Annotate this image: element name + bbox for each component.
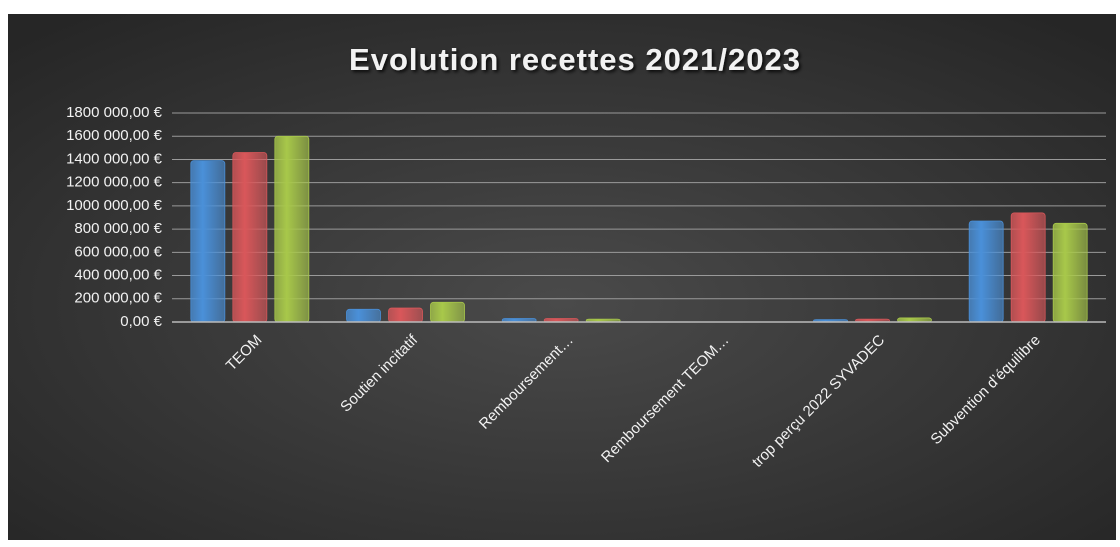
bar xyxy=(1052,222,1088,323)
y-tick-label: 0,00 € xyxy=(120,313,162,330)
background xyxy=(8,14,1116,540)
y-tick-label: 1600 000,00 € xyxy=(66,127,163,144)
bar xyxy=(232,152,268,323)
bar xyxy=(968,220,1004,323)
bar xyxy=(274,135,310,323)
y-tick-label: 1000 000,00 € xyxy=(66,197,163,214)
bar xyxy=(190,160,226,323)
y-tick-label: 1200 000,00 € xyxy=(66,174,163,191)
y-tick-label: 600 000,00 € xyxy=(74,243,162,260)
y-tick-label: 800 000,00 € xyxy=(74,220,162,237)
y-tick-label: 1800 000,00 € xyxy=(66,104,163,121)
y-tick-label: 400 000,00 € xyxy=(74,267,162,284)
bar xyxy=(430,301,465,323)
bar xyxy=(388,307,423,323)
bar xyxy=(1010,212,1046,323)
y-tick-label: 1400 000,00 € xyxy=(66,150,163,167)
chart-title: Evolution recettes 2021/2023 xyxy=(349,42,801,77)
y-tick-label: 200 000,00 € xyxy=(74,290,162,307)
bar xyxy=(346,308,381,323)
